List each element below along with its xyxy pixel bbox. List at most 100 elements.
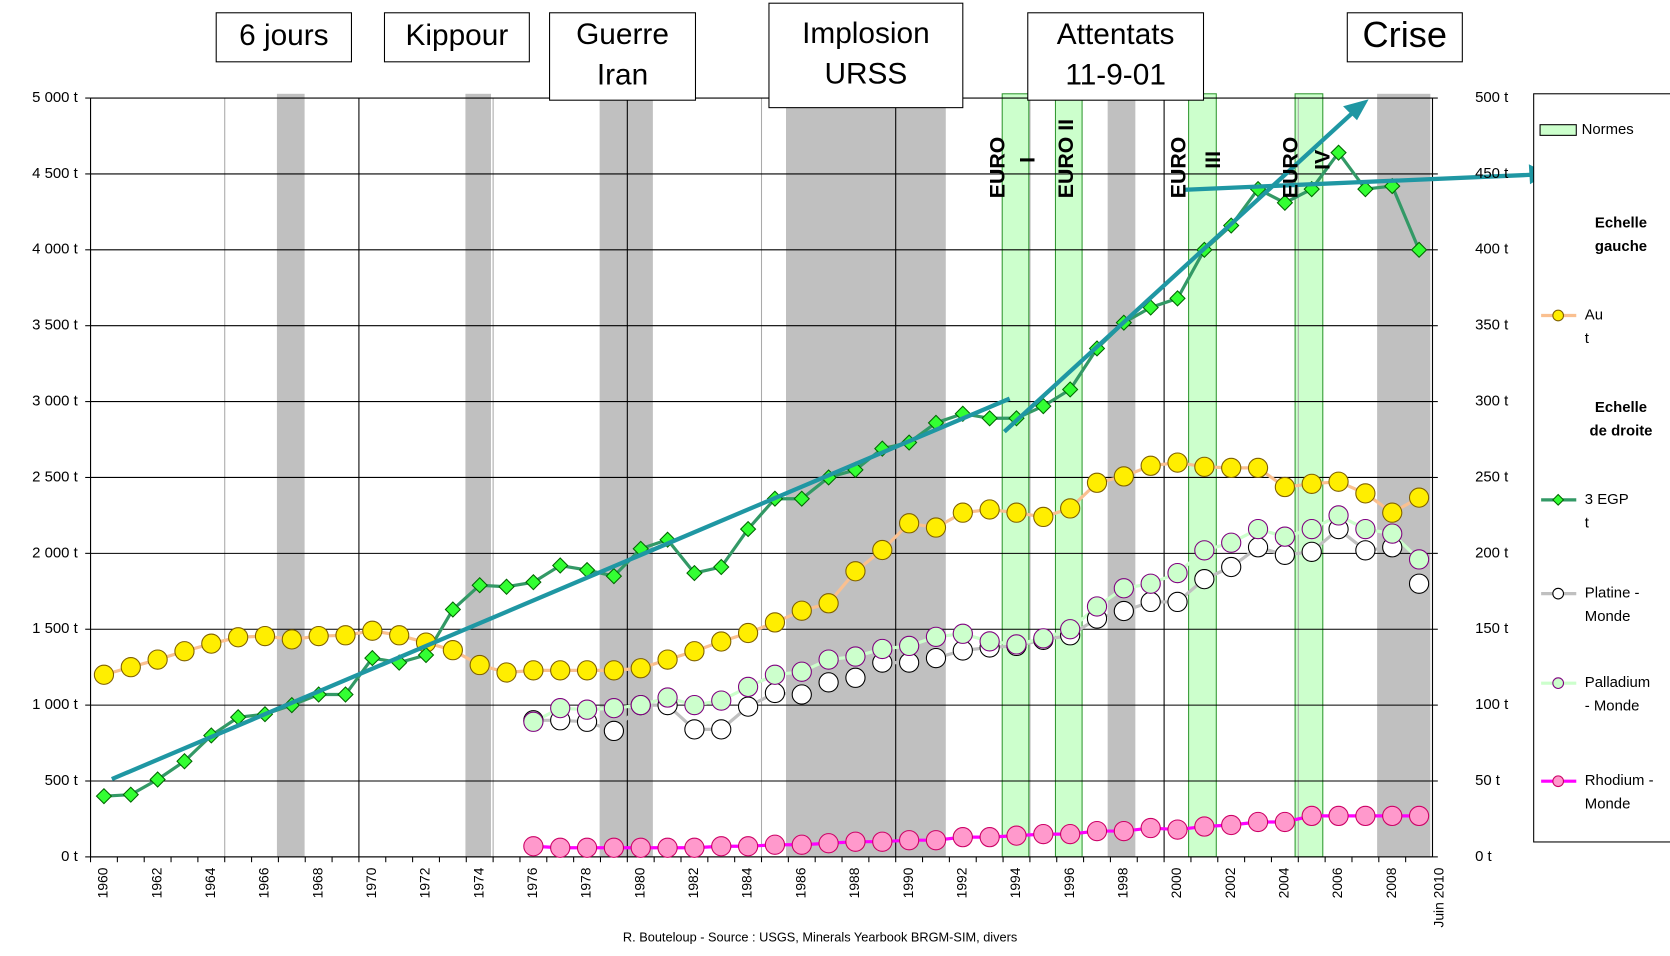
legend-heading: de droite	[1590, 424, 1653, 440]
data-point	[337, 686, 354, 703]
data-point	[1167, 562, 1188, 584]
data-point	[281, 629, 302, 650]
data-point	[201, 633, 222, 654]
data-point	[845, 646, 866, 667]
data-point	[523, 836, 544, 857]
data-point	[952, 623, 973, 644]
x-tick-label: 1994	[1007, 867, 1023, 898]
crisis-band	[276, 93, 305, 857]
data-point	[684, 837, 705, 858]
data-point	[1060, 619, 1081, 640]
data-point	[872, 638, 893, 660]
legend-heading: Echelle	[1595, 216, 1647, 232]
data-point	[1113, 820, 1134, 842]
legend-label: Palladium - Monde	[1585, 675, 1655, 714]
data-point	[818, 593, 839, 614]
data-point	[1006, 634, 1027, 655]
x-tick-label: 2000	[1168, 867, 1184, 898]
data-point	[498, 578, 515, 595]
data-point	[791, 684, 812, 705]
data-point	[1274, 811, 1295, 833]
x-tick-label: 1970	[363, 867, 379, 898]
crisis-band	[465, 93, 491, 857]
y2-tick-label: 350 t	[1475, 318, 1509, 334]
annotation-text: Iran	[597, 59, 648, 92]
data-point	[737, 676, 759, 698]
data-point	[1006, 825, 1027, 846]
data-point	[550, 660, 571, 681]
data-point	[1330, 144, 1347, 161]
trend-arrow	[1185, 172, 1532, 192]
data-point	[1328, 805, 1349, 827]
data-point	[764, 834, 786, 855]
annotation-box	[1346, 12, 1463, 63]
y2-tick-label: 0 t	[1475, 849, 1492, 865]
x-tick-label: 1972	[417, 868, 433, 899]
annotation-box	[215, 12, 352, 63]
data-point	[630, 837, 651, 858]
data-point	[1167, 452, 1188, 473]
data-point	[713, 558, 730, 576]
y2-tick-label: 400 t	[1475, 242, 1509, 258]
data-point	[1140, 455, 1161, 476]
data-point	[254, 625, 276, 647]
annotation-box	[1027, 12, 1205, 101]
data-point	[308, 625, 329, 647]
data-point	[1140, 573, 1161, 594]
x-tick-label: 1964	[202, 867, 218, 898]
data-point	[845, 831, 866, 852]
data-point	[1221, 814, 1242, 836]
x-tick-label: 1974	[470, 867, 486, 898]
legend-heading: gauche	[1595, 239, 1647, 255]
y-tick-label: 1 000 t	[32, 697, 78, 713]
data-point	[1060, 498, 1081, 519]
data-point	[1169, 290, 1186, 307]
y-tick-label: 500 t	[45, 773, 79, 789]
y-tick-label: 0 t	[61, 849, 78, 865]
annotation-text: Implosion	[802, 17, 930, 50]
annotation-box	[768, 2, 964, 109]
data-point	[1006, 502, 1027, 523]
norm-band	[1001, 93, 1030, 858]
series-line	[533, 527, 1421, 733]
data-point	[1382, 523, 1403, 544]
legend-label: Au t	[1585, 307, 1607, 346]
data-point	[791, 661, 812, 682]
data-point	[793, 490, 810, 507]
legend-label: Normes	[1582, 122, 1634, 138]
data-point	[523, 660, 544, 681]
data-point	[174, 641, 195, 662]
legend-heading: Echelle	[1595, 400, 1647, 416]
x-tick-label: 1992	[953, 868, 969, 899]
data-point	[845, 667, 866, 688]
data-point	[657, 649, 678, 670]
data-point	[737, 622, 759, 644]
data-point	[979, 827, 1000, 848]
data-point	[711, 719, 732, 740]
plot	[93, 144, 1430, 858]
annotation-text: URSS	[824, 58, 907, 91]
data-point	[93, 664, 115, 685]
data-point	[1357, 180, 1374, 198]
data-point	[444, 601, 462, 618]
data-point	[603, 837, 625, 858]
data-point	[1274, 526, 1295, 547]
data-point	[818, 649, 839, 670]
annotation-box	[383, 12, 530, 63]
crisis-band	[1377, 93, 1431, 857]
annotation-text: Crise	[1363, 14, 1448, 55]
annotation-text: 11-9-01	[1065, 59, 1166, 92]
data-point	[952, 827, 973, 848]
data-point	[1113, 466, 1134, 487]
data-point	[630, 694, 651, 716]
y-tick-label: 2 000 t	[32, 545, 78, 561]
data-point	[686, 564, 703, 582]
legend: Normes Echelle gauche Echelle de droite Au t 3…	[1533, 93, 1670, 843]
data-point	[791, 600, 812, 621]
source-note: R. Bouteloup - Source : USGS, Minerals Y…	[623, 929, 1017, 944]
data-point	[576, 699, 598, 720]
data-point	[899, 635, 920, 657]
data-point	[1382, 502, 1403, 523]
data-point	[364, 649, 381, 667]
data-point	[1410, 241, 1428, 259]
